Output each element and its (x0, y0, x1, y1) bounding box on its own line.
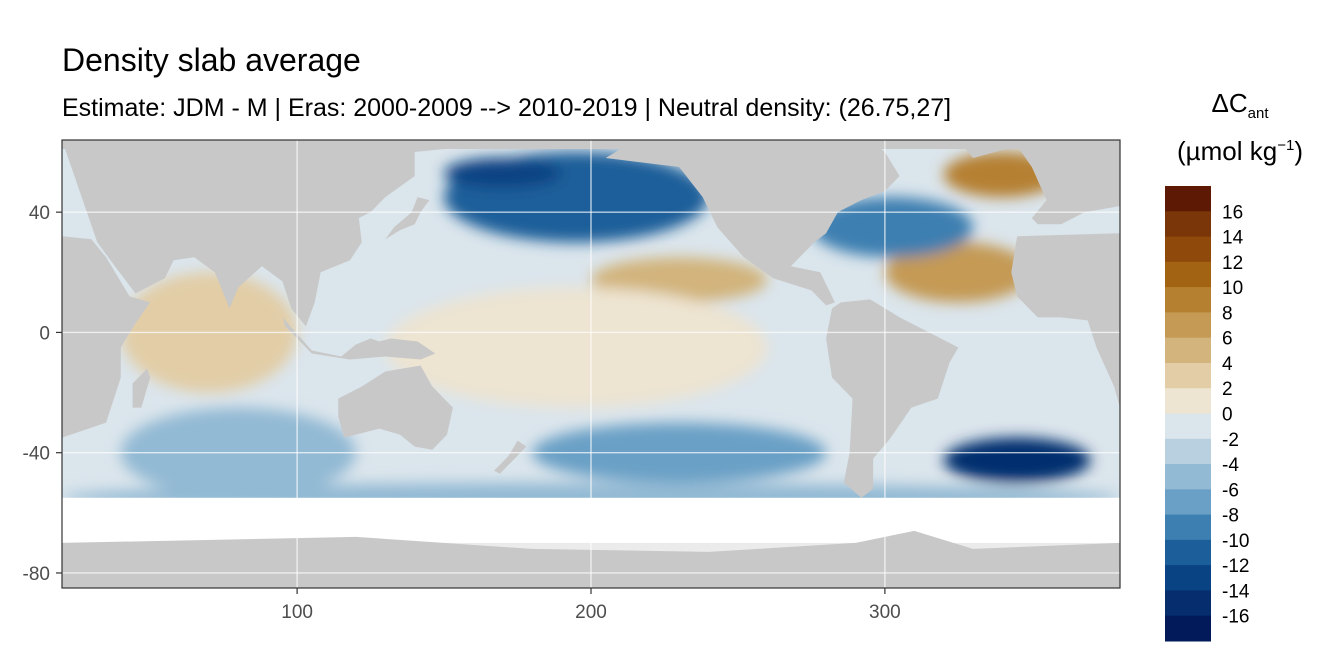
legend-swatch (1165, 211, 1211, 238)
y-tick-label: -80 (23, 564, 50, 585)
legend-label: 10 (1222, 278, 1243, 299)
legend-label: 16 (1222, 202, 1243, 223)
y-tick-label: 0 (39, 323, 50, 344)
legend-swatch (1165, 438, 1211, 465)
legend-unit-close: ) (1294, 136, 1303, 166)
legend-label: 6 (1222, 329, 1233, 350)
land-south-america (826, 299, 959, 498)
legend-label: -2 (1222, 430, 1239, 451)
legend-label: 14 (1222, 228, 1244, 249)
field-region-10 (943, 437, 1091, 483)
legend-unit: (µmol kg−1) (1160, 136, 1320, 167)
legend-swatch (1165, 514, 1211, 541)
legend-label: 4 (1222, 354, 1233, 375)
legend-label: -16 (1222, 607, 1249, 628)
land-north-america (605, 140, 900, 306)
legend-label: 8 (1222, 303, 1233, 324)
legend-swatch (1165, 615, 1211, 642)
legend-unit-sup: −1 (1277, 137, 1295, 154)
legend-swatch (1165, 186, 1211, 212)
x-tick-label: 100 (281, 602, 313, 623)
legend-swatch (1165, 236, 1211, 263)
legend-label: 0 (1222, 405, 1233, 426)
legend-swatch (1165, 337, 1211, 364)
y-tick-label: 40 (29, 203, 50, 224)
land-indonesia (282, 317, 436, 360)
legend-label: -6 (1222, 480, 1239, 501)
legend-unit-main: (µmol kg (1177, 136, 1278, 166)
land-greenland-europe (958, 140, 1120, 225)
x-tick-label: 300 (869, 602, 901, 623)
field-region-7 (884, 242, 1032, 303)
land-africa (62, 233, 151, 438)
x-tick-label: 200 (575, 602, 607, 623)
legend-swatch (1165, 287, 1211, 313)
legend-swatch (1165, 565, 1211, 591)
legend-label: -4 (1222, 455, 1239, 476)
legend-label: -8 (1222, 506, 1239, 527)
legend-title-sub: ant (1247, 105, 1269, 122)
legend-swatch (1165, 312, 1211, 339)
y-tick-label: -40 (23, 444, 50, 465)
plot-title: Density slab average (62, 42, 361, 78)
legend-label: -14 (1222, 581, 1250, 602)
legend-label: 2 (1222, 379, 1233, 400)
legend-swatch (1165, 261, 1211, 288)
land-madagascar (132, 368, 151, 408)
legend-swatch (1165, 489, 1211, 516)
legend-label: -10 (1222, 531, 1249, 552)
plot-subtitle: Estimate: JDM - M | Eras: 2000-2009 --> … (62, 94, 952, 122)
land-japan (385, 197, 430, 240)
colorbar-legend: 16 14 12 10 8 6 4 2 0 -2 -4 -6 -8 -10 -12 -14 -16 (1165, 186, 1250, 642)
legend-swatch (1165, 464, 1211, 490)
land-africa-west (1011, 233, 1120, 408)
legend-label: -12 (1222, 556, 1249, 577)
legend-title-symbol: ΔC (1211, 88, 1248, 118)
field-region-3 (385, 287, 768, 408)
legend-title: ΔCant (1160, 88, 1320, 122)
field-region-1 (444, 158, 562, 189)
land-new-zealand (494, 440, 527, 474)
legend-swatch (1165, 539, 1211, 566)
legend-swatch (1165, 413, 1211, 440)
legend-swatch (1165, 362, 1211, 389)
legend-label: 12 (1222, 253, 1243, 274)
legend-swatch (1165, 388, 1211, 414)
land-australia (338, 365, 453, 450)
legend-swatch (1165, 590, 1211, 617)
